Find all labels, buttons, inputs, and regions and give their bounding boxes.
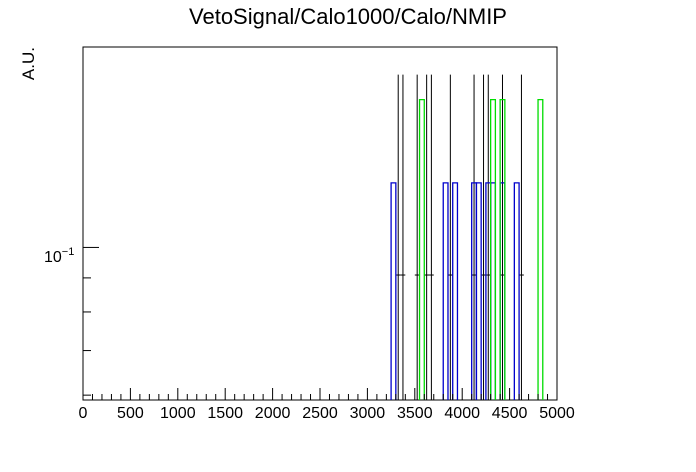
x-tick-label: 0 [79, 405, 88, 422]
x-tick-label: 2500 [302, 405, 338, 422]
x-tick-label: 2000 [255, 405, 291, 422]
histogram-bin-s1 [513, 182, 520, 400]
histogram-bin-s2 [489, 99, 497, 400]
x-tick-label: 4000 [444, 405, 480, 422]
y-tick-exponent: −1 [62, 246, 75, 258]
x-tick-label: 3000 [350, 405, 386, 422]
histogram-bin-s2 [418, 99, 425, 400]
series-layer [390, 74, 544, 400]
x-tick-label: 1500 [207, 405, 243, 422]
y-tick-base: 10 [44, 249, 62, 266]
x-tick-label: 500 [117, 405, 144, 422]
histogram-bin-s2 [537, 99, 544, 400]
y-axis-label: A.U. [19, 47, 38, 80]
histogram-bin-s1 [390, 182, 397, 400]
histogram-bin-s2 [499, 99, 506, 400]
x-tick-label: 5000 [539, 405, 575, 422]
histogram-bin-s1 [475, 182, 482, 400]
axis-layer: 0 500 1000 1500 2000 2500 3000 3500 4000 4500 5000 [79, 46, 575, 422]
histogram-bin-s1 [452, 182, 459, 400]
x-tick-label: 4500 [492, 405, 528, 422]
x-tick-label: 1000 [160, 405, 196, 422]
y-tick-label: 10−1 [44, 246, 74, 266]
chart-title: VetoSignal/Calo1000/Calo/NMIP [189, 4, 507, 29]
histogram-bin-s1 [442, 182, 449, 400]
svg-text:10−1: 10−1 [44, 246, 74, 266]
x-tick-label: 3500 [397, 405, 433, 422]
